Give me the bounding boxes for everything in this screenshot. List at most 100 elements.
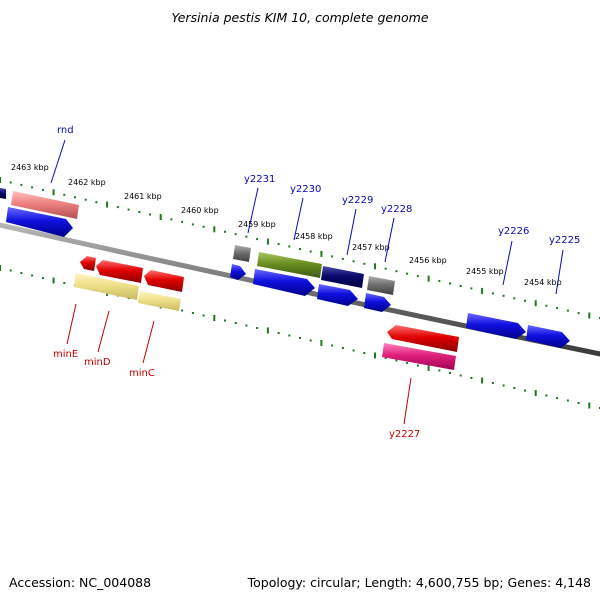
scale-tick-upper — [416, 275, 419, 278]
scale-tick-lower — [449, 372, 451, 374]
gene-label-y2227[interactable]: y2227 — [389, 429, 420, 440]
scale-tick-upper — [31, 186, 34, 189]
scale-tick-lower — [31, 274, 34, 277]
scale-tick-upper — [256, 238, 259, 241]
scale-tick-lower — [363, 352, 366, 354]
gene-label-minD[interactable]: minD — [84, 357, 111, 368]
gene-y2227-magenta[interactable] — [382, 343, 456, 370]
scale-tick-upper — [513, 297, 516, 300]
gene-minC-khaki[interactable] — [138, 291, 181, 311]
scale-tick-upper — [0, 177, 1, 183]
gene-label-rnd[interactable]: rnd — [57, 125, 74, 136]
scale-tick-upper — [449, 282, 451, 285]
scale-tick-upper — [309, 250, 312, 253]
gene-arrow-y2226[interactable] — [466, 313, 526, 339]
gene-label-y2231[interactable]: y2231 — [244, 174, 275, 185]
scale-tick-upper — [224, 230, 226, 233]
scale-tick-lower — [20, 272, 23, 274]
scale-tick-upper — [213, 226, 216, 233]
scale-tick-lower — [9, 269, 12, 272]
scale-tick-upper — [470, 287, 473, 290]
gene-y2230[interactable] — [257, 252, 322, 278]
gene-arrow-purple-edge[interactable] — [0, 188, 6, 199]
scale-tick-upper — [181, 220, 184, 223]
gene-y2227[interactable] — [387, 325, 459, 352]
scale-tick-lower — [299, 337, 301, 339]
gene-label-y2226[interactable]: y2226 — [498, 226, 529, 237]
scale-tick-lower — [0, 265, 1, 271]
scale-tick-lower — [41, 277, 44, 279]
scale-label: 2457 kbp — [352, 243, 390, 252]
leader-minD — [97, 310, 110, 353]
scale-tick-upper — [138, 211, 141, 213]
gene-label-y2229[interactable]: y2229 — [342, 195, 373, 206]
leader-y2230 — [293, 197, 304, 241]
scale-tick-lower — [534, 390, 537, 396]
leader-y2225 — [555, 249, 564, 295]
gene-label-y2230[interactable]: y2230 — [290, 184, 321, 195]
scale-tick-upper — [395, 270, 398, 273]
gene-arrow-y2228[interactable] — [364, 293, 391, 312]
scale-tick-upper — [352, 260, 355, 263]
gene-y2228[interactable] — [367, 276, 395, 295]
gene-minE[interactable] — [80, 256, 96, 271]
scale-tick-upper — [427, 275, 430, 282]
scale-tick-lower — [224, 319, 226, 322]
gene-label-y2228[interactable]: y2228 — [381, 204, 412, 215]
scale-tick-lower — [266, 327, 269, 334]
scale-tick-lower — [341, 347, 344, 349]
scale-tick-upper — [159, 214, 162, 220]
scale-tick-upper — [534, 300, 537, 307]
gene-label-minE[interactable]: minE — [53, 349, 78, 360]
scale-tick-upper — [245, 235, 248, 238]
gene-arrow-y2225[interactable] — [526, 325, 570, 348]
gene-arrow-y2230[interactable] — [253, 269, 315, 296]
scale-tick-upper — [384, 267, 387, 270]
scale-tick-lower — [309, 339, 312, 342]
upper-scale-ticks — [0, 177, 600, 319]
scale-tick-upper — [20, 183, 23, 186]
gene-minD-khaki[interactable] — [74, 273, 139, 300]
scale-tick-upper — [299, 248, 301, 250]
scale-tick-lower — [588, 402, 591, 409]
scale-tick-lower — [438, 369, 441, 372]
scale-label: 2456 kbp — [409, 256, 447, 265]
gene-arrow-rnd-blue[interactable] — [6, 207, 73, 237]
gene-label-y2225[interactable]: y2225 — [549, 235, 580, 246]
scale-label: 2459 kbp — [238, 220, 276, 229]
scale-tick-upper — [577, 312, 580, 315]
gene-rnd[interactable] — [11, 191, 79, 219]
gene-minC[interactable] — [144, 270, 184, 292]
scale-label: 2463 kbp — [11, 163, 49, 172]
scale-tick-upper — [266, 238, 269, 245]
scale-tick-upper — [277, 243, 280, 246]
scale-tick-lower — [566, 399, 569, 402]
gene-label-minC[interactable]: minC — [129, 368, 155, 379]
scale-tick-lower — [395, 359, 398, 362]
scale-tick-upper — [191, 223, 194, 226]
leader-y2228 — [384, 217, 395, 263]
gene-y2229[interactable] — [321, 266, 364, 288]
gene-arrow-y2229[interactable] — [317, 284, 358, 306]
gene-y2231-small[interactable] — [233, 245, 251, 262]
genome-summary-text: Topology: circular; Length: 4,600,755 bp… — [247, 575, 591, 590]
scale-tick-upper — [149, 213, 151, 216]
scale-label: 2462 kbp — [68, 178, 106, 187]
scale-tick-upper — [363, 262, 366, 265]
gene-arrow-y2231[interactable] — [230, 264, 246, 280]
scale-tick-upper — [556, 307, 559, 310]
gene-minD[interactable] — [96, 260, 143, 283]
scale-tick-lower — [416, 364, 419, 367]
scale-tick-upper — [41, 188, 44, 191]
scale-tick-upper — [481, 287, 484, 294]
scale-label: 2454 kbp — [524, 278, 562, 287]
accession-text: Accession: NC_004088 — [9, 575, 152, 590]
scale-tick-lower — [470, 377, 473, 379]
scale-tick-upper — [588, 312, 591, 319]
scale-tick-upper — [116, 206, 119, 209]
map-title: Yersinia pestis KIM 10, complete genome — [171, 10, 429, 25]
scale-tick-lower — [577, 402, 580, 404]
leader-y2229 — [346, 208, 357, 256]
scale-tick-lower — [213, 315, 216, 321]
scale-tick-upper — [9, 181, 12, 184]
